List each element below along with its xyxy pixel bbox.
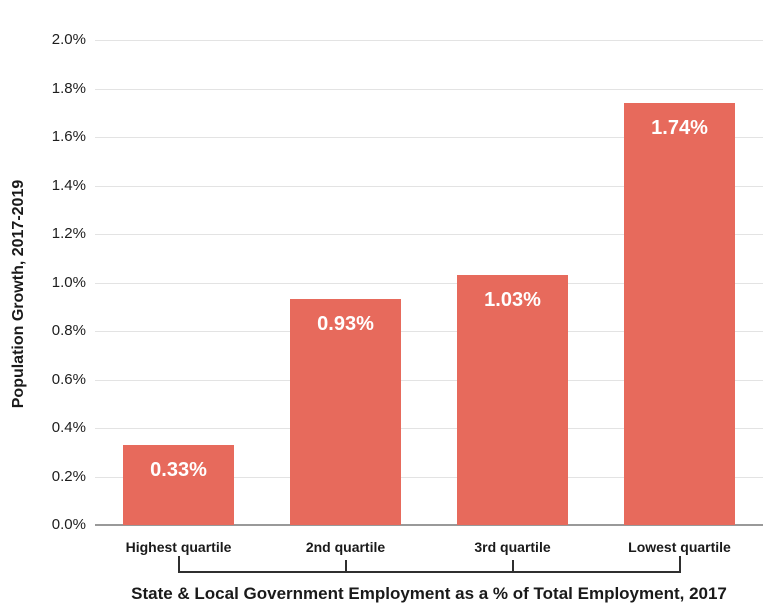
gridline [95, 88, 763, 90]
x-axis-title: State & Local Government Employment as a… [131, 584, 727, 603]
bar-2nd-quartile: 0.93% [290, 299, 401, 525]
bar-highest-quartile: 0.33% [123, 444, 234, 525]
bar-value-label: 1.03% [484, 289, 541, 312]
y-tick-label: 1.4% [51, 176, 86, 194]
x-category-label-2nd-quartile: 2nd quartile [305, 539, 386, 555]
bar-value-label: 0.93% [317, 313, 374, 336]
gridline [95, 428, 763, 429]
y-tick-label: 1.0% [51, 273, 86, 291]
gridline [95, 185, 763, 187]
bar-value-label: 1.74% [651, 117, 708, 140]
y-tick-label: 0.2% [51, 467, 86, 485]
gridline [95, 476, 763, 478]
category-bracket [178, 571, 680, 573]
x-axis-baseline [95, 524, 763, 526]
gridline [95, 234, 763, 235]
bar-lowest-quartile: 1.74% [624, 103, 735, 525]
x-category-label-highest-quartile: Highest quartile [125, 539, 232, 555]
x-category-label-3rd-quartile: 3rd quartile [474, 539, 551, 555]
bracket-tick [511, 560, 514, 573]
x-category-label-lowest-quartile: Lowest quartile [628, 539, 731, 555]
gridline [95, 137, 763, 138]
bracket-tick [344, 560, 347, 573]
bar-3rd-quartile: 1.03% [457, 275, 568, 525]
gridline [95, 379, 763, 381]
y-tick-label: 2.0% [51, 31, 86, 48]
gridline [95, 40, 763, 41]
gridline [95, 282, 763, 284]
gridline [95, 331, 763, 332]
y-tick-label: 1.6% [51, 128, 86, 145]
y-tick-label: 0.6% [51, 370, 86, 388]
plot-area: 0.33% 0.93% 1.03% 1.74% [95, 40, 763, 526]
y-tick-label: 0.8% [51, 322, 86, 339]
y-tick-label: 0.0% [51, 516, 86, 533]
y-tick-label: 1.8% [51, 79, 86, 97]
y-tick-label: 0.4% [51, 419, 86, 436]
bracket-tick [177, 556, 180, 573]
bracket-tick [678, 556, 681, 573]
y-tick-label: 1.2% [51, 225, 86, 242]
bar-value-label: 0.33% [150, 458, 207, 481]
